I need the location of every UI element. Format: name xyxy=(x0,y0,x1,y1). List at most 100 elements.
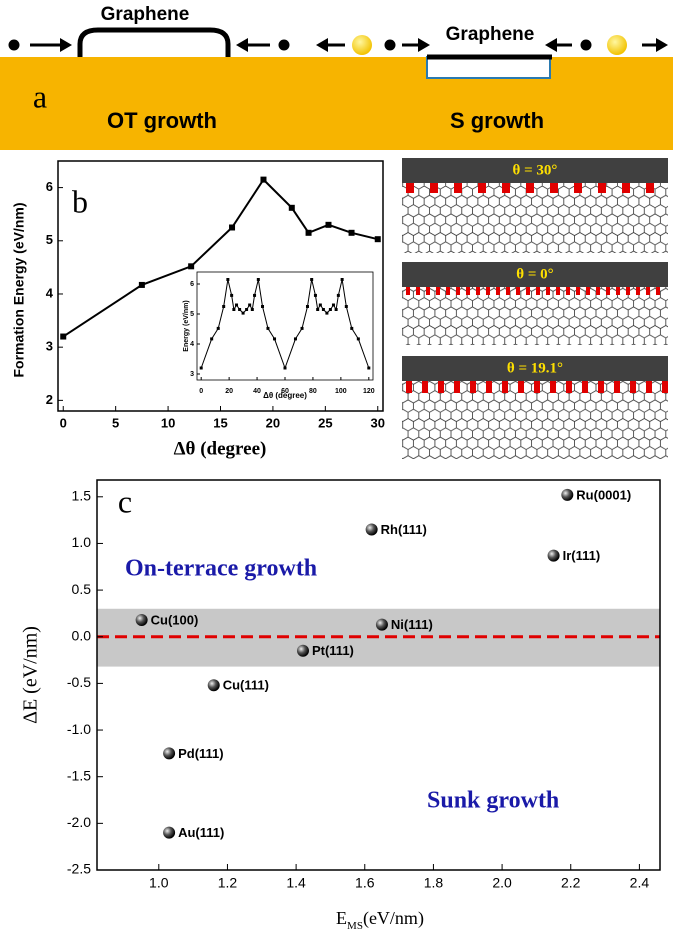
edge-atom xyxy=(406,287,410,295)
graphene-sunk xyxy=(426,56,551,79)
data-point xyxy=(253,293,257,297)
x-tick-label: 15 xyxy=(213,415,227,430)
point-label: Cu(100) xyxy=(151,612,199,627)
caption: OT growth xyxy=(107,108,217,133)
edge-atom xyxy=(430,183,438,193)
y-tick-label: 5 xyxy=(190,311,194,318)
point-label: Pt(111) xyxy=(312,643,354,658)
lattice xyxy=(402,183,668,253)
y-tick-label: -2.5 xyxy=(67,861,91,877)
x-tick-label: 20 xyxy=(266,415,280,430)
point-label: Cu(111) xyxy=(223,678,269,693)
data-point xyxy=(188,263,195,270)
x-tick-label: 25 xyxy=(318,415,332,430)
edge-atom xyxy=(566,381,572,393)
plot-frame xyxy=(96,479,661,871)
data-point xyxy=(199,366,203,370)
edge-bar xyxy=(402,158,668,183)
x-axis-label-unit: (eV/nm) xyxy=(363,908,424,929)
x-tick-label: 100 xyxy=(335,388,347,395)
data-point xyxy=(163,826,176,839)
data-point xyxy=(288,204,295,211)
edge-atom xyxy=(598,183,606,193)
substrate xyxy=(0,57,673,150)
angle-label: θ = 30° xyxy=(513,162,558,178)
data-point xyxy=(375,618,388,631)
data-point xyxy=(135,613,148,626)
data-point xyxy=(365,523,378,536)
edge-atom xyxy=(550,381,556,393)
edge-bar xyxy=(402,356,668,381)
data-point xyxy=(374,236,381,243)
chart: 0 20 40 60 80 100 120 3 4 5 6 Δθ (degree) Energy (eV… xyxy=(183,271,375,400)
inset-background xyxy=(197,272,373,380)
edge-atom xyxy=(502,381,508,393)
data-point xyxy=(331,303,335,307)
edge-atom xyxy=(516,287,520,295)
data-point xyxy=(325,221,332,228)
edge-atom xyxy=(406,183,414,193)
edge-atom xyxy=(422,381,428,393)
edge-atom xyxy=(662,381,668,393)
edge-atom xyxy=(454,381,460,393)
edge-atom xyxy=(646,183,654,193)
atom xyxy=(352,35,372,55)
edge-atom xyxy=(646,287,650,295)
x-tick-label: 60 xyxy=(281,388,289,395)
edge-atom xyxy=(636,287,640,295)
panel-label: c xyxy=(118,483,132,519)
edge-atom xyxy=(534,381,540,393)
x-tick-label: 2.2 xyxy=(561,875,581,891)
x-tick-label: 0 xyxy=(199,388,203,395)
data-point xyxy=(340,278,344,281)
lattice xyxy=(402,381,668,459)
edge-atoms xyxy=(406,183,668,393)
y-axis-label: ΔE (eV/nm) xyxy=(20,626,42,724)
chart: Cu(100) Rh(111) Ru(0001) Ir(111) Ni(111) Pt(1… xyxy=(20,479,661,891)
x-tick-label: 1.2 xyxy=(218,875,238,891)
x-axis-label: Δθ (degree) xyxy=(263,391,307,400)
data-point xyxy=(328,308,332,311)
edge-atom xyxy=(646,381,652,393)
data-point xyxy=(293,337,297,341)
x-tick-label: 20 xyxy=(225,388,233,395)
edge-atom xyxy=(582,381,588,393)
edge-atom xyxy=(486,381,492,393)
y-tick-label: 6 xyxy=(190,281,194,288)
y-tick-label: 0.5 xyxy=(72,581,92,597)
data-point xyxy=(367,366,371,370)
data-point xyxy=(336,293,340,297)
y-tick-label: 3 xyxy=(46,339,53,354)
label: Graphene xyxy=(446,24,535,45)
panel-label: a xyxy=(33,78,47,114)
data-line xyxy=(62,178,378,338)
x-tick-label: 2.0 xyxy=(492,875,512,891)
x-tick-label: 2.4 xyxy=(630,875,650,891)
edge-atom xyxy=(454,183,462,193)
data-point xyxy=(163,747,176,760)
data-point xyxy=(321,308,325,311)
data-point xyxy=(344,305,348,308)
x-tick-label: 1.6 xyxy=(355,875,375,891)
edge-atom xyxy=(656,287,660,295)
atom xyxy=(607,35,627,55)
x-axis-label-main: E xyxy=(336,908,347,928)
edge-atom xyxy=(576,287,580,295)
data-point xyxy=(235,303,239,307)
region-label: Sunk growth xyxy=(427,788,559,814)
data-point xyxy=(310,278,314,281)
y-tick-label: -2.0 xyxy=(67,814,91,830)
data-point xyxy=(207,679,220,692)
angle-label: θ = 0° xyxy=(516,266,553,282)
data-point xyxy=(561,488,574,501)
data-point xyxy=(313,293,317,297)
data-point xyxy=(348,229,355,236)
data-point xyxy=(350,326,354,330)
data-point xyxy=(226,278,230,281)
edge-atom xyxy=(406,381,412,393)
graphene-arch xyxy=(77,27,231,57)
data-point xyxy=(232,308,236,311)
panel-label: b xyxy=(72,183,88,219)
x-axis-label: EMS(eV/nm) xyxy=(336,908,424,931)
x-tick-label: 5 xyxy=(112,415,119,430)
